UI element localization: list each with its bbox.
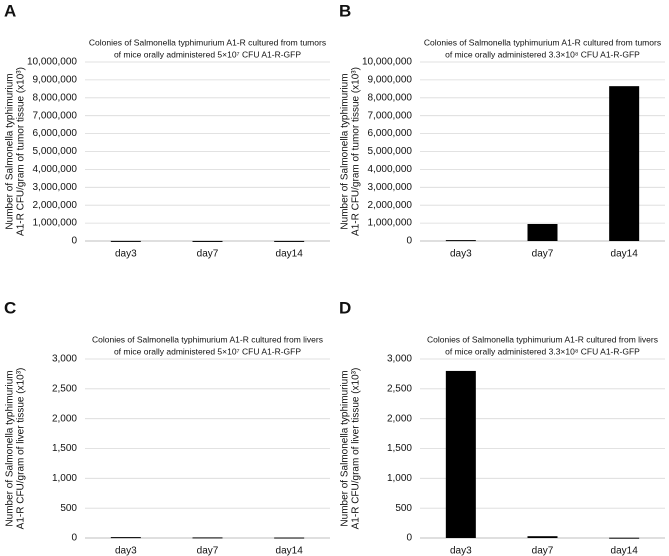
y-tick-label: 2,000,000 bbox=[33, 200, 78, 211]
panel-label: D bbox=[339, 298, 351, 317]
x-tick-label: day7 bbox=[532, 546, 554, 556]
y-tick-label: 3,000 bbox=[52, 354, 77, 365]
x-tick-label: day14 bbox=[276, 249, 304, 260]
y-axis-label: Number of Salmonella typhimurium bbox=[340, 370, 351, 526]
chart-title: of mice orally administered 3.3×10⁸ CFU … bbox=[445, 49, 640, 59]
bar bbox=[527, 536, 558, 538]
y-tick-label: 2,000 bbox=[52, 413, 77, 424]
y-tick-label: 0 bbox=[406, 533, 412, 544]
y-tick-label: 10,000,000 bbox=[362, 57, 412, 68]
y-axis-label: Number of Salmonella typhimurium bbox=[5, 73, 16, 229]
y-axis-label: Number of Salmonella typhimurium bbox=[5, 370, 16, 526]
y-tick-label: 8,000,000 bbox=[33, 92, 78, 103]
bar bbox=[110, 240, 141, 242]
y-tick-label: 2,500 bbox=[387, 383, 412, 394]
chart-title: Colonies of Salmonella typhimurium A1-R … bbox=[424, 37, 661, 47]
y-tick-label: 3,000,000 bbox=[33, 182, 78, 193]
y-tick-label: 0 bbox=[406, 236, 412, 247]
y-tick-label: 2,500 bbox=[52, 383, 77, 394]
x-tick-label: day7 bbox=[197, 249, 219, 260]
bar bbox=[527, 223, 558, 241]
y-tick-label: 3,000 bbox=[387, 354, 412, 365]
y-axis-label: A1-R CFU/gram of tumor tissue (x10³) bbox=[16, 67, 27, 236]
y-tick-label: 4,000,000 bbox=[33, 164, 78, 175]
x-tick-label: day3 bbox=[450, 546, 472, 556]
x-tick-label: day14 bbox=[611, 546, 639, 556]
y-tick-label: 1,500 bbox=[52, 443, 77, 454]
y-tick-label: 9,000,000 bbox=[33, 75, 78, 86]
x-tick-label: day7 bbox=[197, 546, 219, 556]
y-axis-label: A1-R CFU/gram of liver tissue (x10³) bbox=[16, 368, 27, 530]
y-tick-label: 6,000,000 bbox=[33, 128, 78, 139]
panel-label: A bbox=[4, 1, 16, 20]
x-tick-label: day7 bbox=[532, 249, 554, 260]
y-axis-label: Number of Salmonella typhimurium bbox=[340, 73, 351, 229]
chart-title: Colonies of Salmonella typhimurium A1-R … bbox=[427, 334, 658, 344]
y-tick-label: 9,000,000 bbox=[368, 75, 413, 86]
bar bbox=[445, 370, 476, 538]
y-tick-label: 8,000,000 bbox=[368, 92, 413, 103]
y-tick-label: 6,000,000 bbox=[368, 128, 413, 139]
chart-title: of mice orally administered 3.3×10⁸ CFU … bbox=[445, 346, 640, 356]
bar bbox=[274, 537, 305, 539]
y-tick-label: 1,000,000 bbox=[368, 218, 413, 229]
y-tick-label: 2,000 bbox=[387, 413, 412, 424]
y-tick-label: 2,000,000 bbox=[368, 200, 413, 211]
panel-label: C bbox=[4, 298, 16, 317]
y-tick-label: 500 bbox=[60, 503, 77, 514]
chart-title: of mice orally administered 5×10⁷ CFU A1… bbox=[114, 346, 301, 356]
y-tick-label: 1,500 bbox=[387, 443, 412, 454]
y-tick-label: 1,000 bbox=[52, 473, 77, 484]
y-tick-label: 3,000,000 bbox=[368, 182, 413, 193]
y-axis-label: A1-R CFU/gram of tumor tissue (x10³) bbox=[351, 67, 362, 236]
y-tick-label: 5,000,000 bbox=[33, 146, 78, 157]
y-tick-label: 5,000,000 bbox=[368, 146, 413, 157]
bar bbox=[445, 240, 476, 242]
y-tick-label: 7,000,000 bbox=[33, 110, 78, 121]
y-tick-label: 1,000 bbox=[387, 473, 412, 484]
bar bbox=[609, 86, 640, 241]
chart-title: Colonies of Salmonella typhimurium A1-R … bbox=[89, 37, 326, 47]
y-tick-label: 10,000,000 bbox=[27, 57, 77, 68]
y-tick-label: 7,000,000 bbox=[368, 110, 413, 121]
bar bbox=[609, 537, 640, 539]
y-tick-label: 500 bbox=[395, 503, 412, 514]
x-tick-label: day3 bbox=[115, 249, 137, 260]
y-tick-label: 0 bbox=[71, 236, 77, 247]
y-tick-label: 4,000,000 bbox=[368, 164, 413, 175]
y-axis-label: A1-R CFU/gram of liver tissue (x10³) bbox=[351, 368, 362, 530]
panel-label: B bbox=[339, 1, 351, 20]
bar bbox=[192, 240, 223, 242]
x-tick-label: day14 bbox=[276, 546, 304, 556]
bar bbox=[274, 240, 305, 242]
bar bbox=[110, 537, 141, 539]
chart-title: of mice orally administered 5×10⁷ CFU A1… bbox=[114, 49, 301, 59]
x-tick-label: day14 bbox=[611, 249, 639, 260]
chart-title: Colonies of Salmonella typhimurium A1-R … bbox=[92, 334, 323, 344]
bar bbox=[192, 537, 223, 539]
x-tick-label: day3 bbox=[450, 249, 472, 260]
x-tick-label: day3 bbox=[115, 546, 137, 556]
y-tick-label: 0 bbox=[71, 533, 77, 544]
y-tick-label: 1,000,000 bbox=[33, 218, 78, 229]
